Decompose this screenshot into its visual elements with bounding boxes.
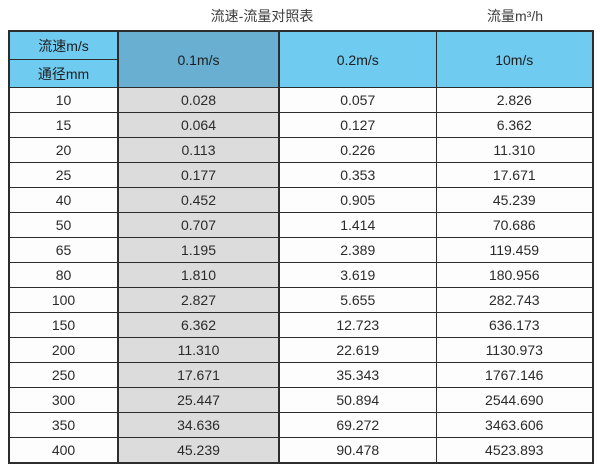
value-cell: 17.671 <box>117 362 280 388</box>
value-cell: 1130.973 <box>435 337 594 363</box>
diameter-cell: 15 <box>8 112 119 138</box>
header-row-top: 流速m/s 0.1m/s 0.2m/s 10m/s <box>8 30 594 88</box>
table-row: 350 34.636 69.272 3463.606 <box>8 412 594 438</box>
value-cell: 0.064 <box>117 112 280 138</box>
table-row: 100 2.827 5.655 282.743 <box>8 287 594 313</box>
value-cell: 636.173 <box>435 312 594 338</box>
diameter-cell: 400 <box>8 437 119 464</box>
value-cell: 0.905 <box>278 187 437 213</box>
value-cell: 5.655 <box>278 287 437 313</box>
table-row: 200 11.310 22.619 1130.973 <box>8 337 594 363</box>
header-col-0p2ms: 0.2m/s <box>278 30 437 88</box>
diameter-cell: 20 <box>8 137 119 163</box>
value-cell: 0.452 <box>117 187 280 213</box>
value-cell: 25.447 <box>117 387 280 413</box>
value-cell: 17.671 <box>435 162 594 188</box>
diameter-cell: 200 <box>8 337 119 363</box>
value-cell: 119.459 <box>435 237 594 263</box>
value-cell: 35.343 <box>278 362 437 388</box>
value-cell: 0.707 <box>117 212 280 238</box>
value-cell: 0.127 <box>278 112 437 138</box>
table-row: 150 6.362 12.723 636.173 <box>8 312 594 338</box>
value-cell: 1.414 <box>278 212 437 238</box>
value-cell: 12.723 <box>278 312 437 338</box>
value-cell: 0.226 <box>278 137 437 163</box>
value-cell: 3.619 <box>278 262 437 288</box>
table-title: 流速-流量对照表 <box>210 8 314 24</box>
diameter-cell: 250 <box>8 362 119 388</box>
title-bar: 流速-流量对照表 流量m³/h <box>0 0 600 30</box>
value-cell: 180.956 <box>435 262 594 288</box>
table-row: 400 45.239 90.478 4523.893 <box>8 437 594 464</box>
value-cell: 6.362 <box>117 312 280 338</box>
header-row-bottom: 通径mm <box>8 59 593 88</box>
header-velocity-label: 流速m/s <box>8 30 119 60</box>
value-cell: 0.113 <box>117 137 280 163</box>
table-header: 流速m/s 0.1m/s 0.2m/s 10m/s 通径mm <box>8 30 594 88</box>
value-cell: 3463.606 <box>435 412 594 438</box>
value-cell: 45.239 <box>117 437 280 464</box>
value-cell: 4523.893 <box>435 437 594 464</box>
value-cell: 22.619 <box>278 337 437 363</box>
diameter-cell: 65 <box>8 237 119 263</box>
flow-unit-label: 流量m³/h <box>487 8 543 24</box>
table-row: 15 0.064 0.127 6.362 <box>8 112 594 138</box>
flow-rate-table: 流速m/s 0.1m/s 0.2m/s 10m/s 通径mm 10 0.028 … <box>8 30 594 464</box>
diameter-cell: 25 <box>8 162 119 188</box>
value-cell: 2544.690 <box>435 387 594 413</box>
header-col-0p1ms: 0.1m/s <box>117 30 280 88</box>
table-row: 250 17.671 35.343 1767.146 <box>8 362 594 388</box>
value-cell: 1767.146 <box>435 362 594 388</box>
table-row: 65 1.195 2.389 119.459 <box>8 237 594 263</box>
value-cell: 70.686 <box>435 212 594 238</box>
diameter-cell: 10 <box>8 87 119 113</box>
table-row: 50 0.707 1.414 70.686 <box>8 212 594 238</box>
value-cell: 0.057 <box>278 87 437 113</box>
header-diameter-label: 通径mm <box>8 59 119 88</box>
value-cell: 0.353 <box>278 162 437 188</box>
diameter-cell: 80 <box>8 262 119 288</box>
value-cell: 1.810 <box>117 262 280 288</box>
value-cell: 34.636 <box>117 412 280 438</box>
table-row: 300 25.447 50.894 2544.690 <box>8 387 594 413</box>
table-row: 20 0.113 0.226 11.310 <box>8 137 594 163</box>
table-row: 80 1.810 3.619 180.956 <box>8 262 594 288</box>
value-cell: 11.310 <box>435 137 594 163</box>
table-row: 40 0.452 0.905 45.239 <box>8 187 594 213</box>
diameter-cell: 350 <box>8 412 119 438</box>
diameter-cell: 150 <box>8 312 119 338</box>
table-body: 10 0.028 0.057 2.826 15 0.064 0.127 6.36… <box>8 87 594 464</box>
value-cell: 1.195 <box>117 237 280 263</box>
table-row: 25 0.177 0.353 17.671 <box>8 162 594 188</box>
table-row: 10 0.028 0.057 2.826 <box>8 87 594 113</box>
value-cell: 0.028 <box>117 87 280 113</box>
value-cell: 69.272 <box>278 412 437 438</box>
value-cell: 11.310 <box>117 337 280 363</box>
diameter-cell: 300 <box>8 387 119 413</box>
value-cell: 90.478 <box>278 437 437 464</box>
value-cell: 6.362 <box>435 112 594 138</box>
value-cell: 2.389 <box>278 237 437 263</box>
value-cell: 282.743 <box>435 287 594 313</box>
value-cell: 2.826 <box>435 87 594 113</box>
diameter-cell: 50 <box>8 212 119 238</box>
value-cell: 45.239 <box>435 187 594 213</box>
diameter-cell: 100 <box>8 287 119 313</box>
value-cell: 0.177 <box>117 162 280 188</box>
header-col-10ms: 10m/s <box>435 30 594 88</box>
diameter-cell: 40 <box>8 187 119 213</box>
value-cell: 2.827 <box>117 287 280 313</box>
value-cell: 50.894 <box>278 387 437 413</box>
